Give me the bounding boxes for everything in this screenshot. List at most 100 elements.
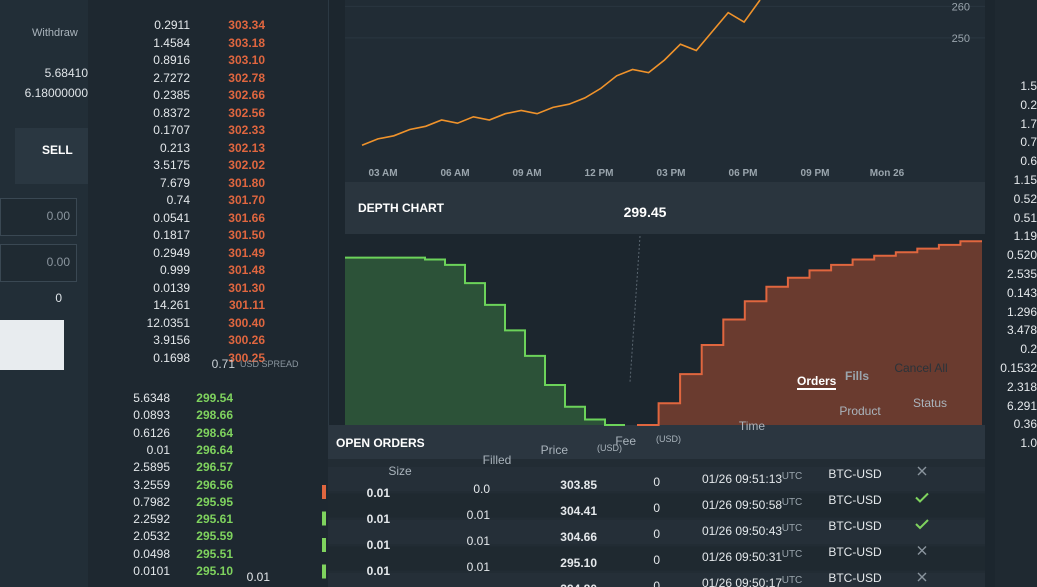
bid-price: 299.54 bbox=[196, 391, 233, 405]
order-filled: 0.01 bbox=[466, 534, 490, 548]
ask-price: 301.11 bbox=[228, 298, 265, 312]
sell-label: SELL bbox=[42, 143, 73, 157]
tab-orders: Orders bbox=[797, 374, 837, 390]
order-product: BTC-USD bbox=[828, 545, 882, 560]
order-price: 304.41 bbox=[560, 503, 597, 518]
ask-size: 0.74 bbox=[166, 193, 190, 207]
ask-price: 301.48 bbox=[228, 263, 265, 277]
withdraw-link: Withdraw bbox=[32, 27, 78, 39]
side-column bbox=[995, 0, 1037, 587]
order-time: 01/26 09:50:17 bbox=[701, 575, 783, 587]
spread-value: 0.71 bbox=[211, 357, 235, 371]
side-value: 1.296 bbox=[1006, 304, 1037, 319]
ask-price: 302.13 bbox=[228, 140, 265, 155]
side-value: 1.7 bbox=[1020, 116, 1037, 131]
row-bg bbox=[328, 573, 985, 587]
bid-size: 0.0893 bbox=[133, 408, 170, 423]
ask-price: 301.80 bbox=[228, 175, 265, 190]
column-header: Filled bbox=[482, 453, 512, 467]
input-box[interactable] bbox=[0, 198, 77, 236]
asks-area bbox=[637, 241, 982, 425]
ask-price: 301.49 bbox=[228, 245, 265, 260]
ask-size: 7.679 bbox=[159, 175, 190, 190]
x-tick-label: 06 AM bbox=[440, 168, 469, 179]
total-value: 0 bbox=[55, 291, 62, 305]
bid-size: 2.2592 bbox=[133, 512, 170, 527]
order-time: 01/26 09:50:43 bbox=[701, 523, 783, 538]
bid-size: 3.2559 bbox=[133, 477, 170, 492]
order-time: 01/26 09:50:58 bbox=[701, 497, 783, 512]
column-header: Product bbox=[839, 404, 881, 418]
orders-title: OPEN ORDERS bbox=[336, 436, 425, 450]
bid-size: 5.6348 bbox=[133, 391, 170, 405]
sell-tab[interactable] bbox=[15, 128, 95, 184]
mid-price: 299.45 bbox=[623, 204, 667, 220]
ask-size: 0.2385 bbox=[153, 88, 190, 102]
row-marker bbox=[322, 538, 326, 552]
ask-size: 14.261 bbox=[153, 298, 190, 312]
x-tick-label: 12 PM bbox=[585, 168, 614, 179]
bid-price: 296.57 bbox=[196, 460, 233, 475]
order-tz: UTC bbox=[781, 574, 803, 586]
x-tick-label: 03 AM bbox=[368, 168, 397, 179]
side-value: 0.143 bbox=[1006, 285, 1037, 300]
depth-header bbox=[345, 182, 985, 234]
x-tick-label: 09 PM bbox=[801, 168, 830, 179]
ask-price: 303.34 bbox=[228, 18, 265, 32]
column-header: Size bbox=[388, 464, 412, 478]
x-tick-label: 03 PM bbox=[657, 168, 686, 179]
column-header: Fee bbox=[615, 434, 636, 448]
ask-size: 0.213 bbox=[159, 140, 190, 155]
order-fee: 0 bbox=[653, 475, 660, 490]
order-filled: 0.0 bbox=[473, 482, 490, 496]
side-value: 0.7 bbox=[1020, 135, 1037, 150]
bid-price: 298.64 bbox=[196, 425, 233, 440]
status-cross bbox=[917, 572, 927, 582]
status-check bbox=[915, 492, 929, 503]
input-value: 0.00 bbox=[46, 209, 70, 223]
order-size: 0.01 bbox=[366, 538, 390, 552]
column-header: (USD) bbox=[597, 443, 622, 453]
balance-amount: 6.18000000 bbox=[24, 86, 88, 100]
price-line bbox=[361, 0, 761, 147]
ask-price: 302.66 bbox=[228, 88, 265, 102]
side-value: 1.15 bbox=[1013, 173, 1037, 187]
ask-size: 3.9156 bbox=[153, 333, 190, 347]
order-fee: 0 bbox=[653, 501, 660, 516]
bid-price: 295.95 bbox=[196, 494, 233, 509]
ask-price: 300.40 bbox=[228, 315, 265, 330]
side-value: 0.6 bbox=[1020, 154, 1037, 169]
y-tick-label: 260 bbox=[952, 1, 970, 13]
orders-header bbox=[328, 425, 985, 459]
ask-size: 2.7272 bbox=[153, 70, 190, 85]
input-box[interactable] bbox=[0, 244, 77, 282]
row-marker bbox=[322, 511, 326, 526]
bid-price: 295.10 bbox=[196, 564, 233, 578]
column-header: (USD) bbox=[656, 434, 681, 444]
cancel-all: Cancel All bbox=[894, 361, 948, 375]
bid-size: 0.0101 bbox=[133, 564, 170, 578]
ask-size: 0.999 bbox=[159, 263, 190, 277]
y-tick-label: 250 bbox=[952, 33, 970, 45]
x-tick-label: Mon 26 bbox=[870, 168, 905, 179]
ask-size: 3.5175 bbox=[153, 158, 190, 172]
row-bg bbox=[328, 493, 985, 518]
bid-size: 0.0498 bbox=[133, 546, 170, 561]
bid-price: 296.64 bbox=[196, 442, 233, 457]
order-product: BTC-USD bbox=[828, 519, 882, 534]
ask-price: 303.18 bbox=[228, 35, 265, 50]
side-value: 1.19 bbox=[1013, 229, 1037, 244]
order-book bbox=[88, 0, 329, 587]
row-bg bbox=[328, 546, 985, 571]
ask-price: 300.26 bbox=[228, 333, 265, 347]
ask-size: 0.8372 bbox=[153, 105, 190, 120]
order-size: 0.01 bbox=[366, 564, 390, 578]
side-value: 0.51 bbox=[1013, 210, 1037, 225]
ask-price: 301.50 bbox=[228, 228, 265, 242]
status-cross bbox=[917, 466, 927, 476]
bid-price: 295.51 bbox=[196, 546, 233, 561]
bid-size: 0.01 bbox=[146, 442, 170, 457]
submit-button[interactable] bbox=[0, 320, 64, 370]
side-value: 0.2 bbox=[1020, 97, 1037, 112]
bid-size: 0.6126 bbox=[133, 425, 170, 440]
